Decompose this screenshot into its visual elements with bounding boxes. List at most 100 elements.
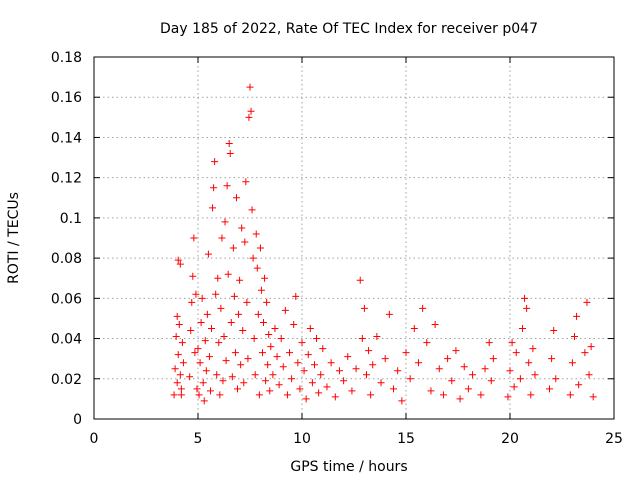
data-point [456,395,464,403]
data-point [585,371,593,379]
data-point [317,371,325,379]
data-point [427,387,435,395]
data-point [227,318,235,326]
data-point [231,349,239,357]
data-point [237,361,245,369]
data-point [298,339,306,347]
data-point [306,325,314,332]
data-point [377,379,385,387]
data-point [290,320,298,328]
y-tick-label: 0.02 [51,372,82,388]
data-point [236,276,244,284]
data-point [358,335,366,343]
data-point [406,375,414,383]
data-point [257,286,265,294]
data-point [251,371,259,379]
data-point [226,150,234,158]
y-tick-label: 0.04 [51,332,82,348]
data-point [344,353,352,361]
data-point [300,367,308,375]
x-tick-label: 5 [194,431,203,447]
data-point [452,347,460,355]
data-point [583,298,591,306]
data-point [485,339,493,347]
data-point [249,254,257,262]
data-point [240,379,248,387]
data-point [575,381,583,389]
data-point [174,351,182,359]
data-point [172,333,180,341]
data-point [419,304,427,312]
data-point [327,359,335,367]
data-point [232,194,240,202]
data-point [385,310,393,318]
data-point [512,349,520,357]
data-point [552,375,560,383]
data-point [444,355,452,363]
data-point [211,158,219,166]
y-tick-labels: 0 0.02 0.04 0.06 0.08 0.1 0.12 0.14 0.16 0.18 [51,50,82,428]
data-point [208,325,216,332]
data-point [190,234,198,242]
data-point [521,294,529,302]
data-point [390,385,398,393]
data-point [414,359,422,367]
chart-title: Day 185 of 2022, Rate Of TEC Index for r… [160,21,538,37]
data-point [402,349,410,357]
data-point [256,244,264,252]
plot-frame [93,56,615,420]
axis-ticks [93,56,615,420]
data-point [398,397,406,405]
x-tick-labels: 0 5 10 15 20 25 [90,431,623,447]
x-tick-label: 20 [501,431,519,447]
data-point [331,393,339,401]
data-point [367,391,375,399]
data-point [304,351,312,359]
data-point [477,391,485,399]
data-point [271,325,279,332]
data-point [362,371,370,379]
y-tick-label: 0 [73,412,82,428]
data-point [581,349,589,357]
data-point [189,272,197,280]
data-point [177,391,185,399]
data-point [213,371,221,379]
data-point [265,331,273,339]
data-point [222,357,230,365]
data-point [248,206,256,214]
data-point [508,339,516,347]
data-point [201,337,209,345]
data-point [286,349,294,357]
data-point [216,391,224,399]
y-tick-label: 0.1 [60,211,82,227]
data-point [550,327,558,335]
x-axis-label: GPS time / hours [290,459,407,475]
x-tick-label: 15 [397,431,415,447]
data-point [510,383,518,391]
data-point [263,298,271,306]
data-point [194,345,202,353]
data-point [202,367,210,375]
data-point [531,371,539,379]
data-point [241,238,249,246]
data-point [221,218,229,226]
data-point [587,343,595,351]
data-point [212,290,220,298]
data-point [254,310,262,318]
data-point [570,333,578,341]
data-point [266,387,274,395]
data-point [525,359,533,367]
data-point [469,371,477,379]
data-point [210,184,218,192]
data-point [245,113,253,121]
data-point [260,318,268,326]
data-point [365,347,373,355]
data-point [310,361,318,369]
data-point [229,244,237,252]
data-point [308,379,316,387]
data-point [423,339,431,347]
data-point [527,391,535,399]
data-point [214,274,222,282]
data-point [435,365,443,373]
